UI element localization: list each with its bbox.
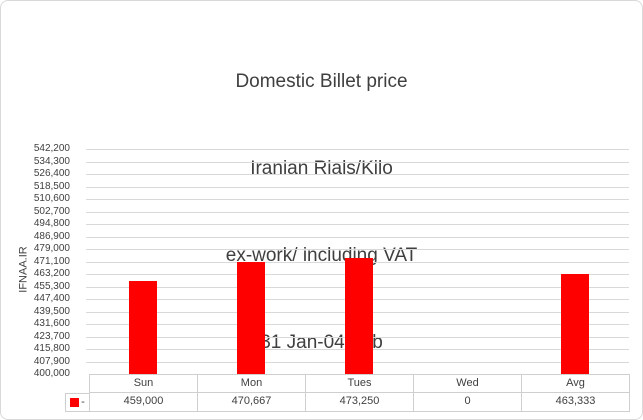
y-tick-label: 431,600 [33,318,70,329]
category-cell-tues: Tues [306,375,414,393]
y-tick-label: 502,700 [33,206,70,217]
legend-key-cell: - [66,393,90,412]
bar-sun[interactable] [129,281,157,374]
y-tick-label: 400,000 [33,368,70,379]
value-cell-wed: 0 [414,393,522,412]
y-tick-label: 455,300 [33,281,70,292]
category-cell-avg: Avg [522,375,630,393]
category-cell-sun: Sun [90,375,198,393]
bar-tues[interactable] [345,258,373,374]
category-cell-mon: Mon [198,375,306,393]
gridline [86,237,629,238]
y-tick-label: 447,400 [33,293,70,304]
gridline [86,212,629,213]
bar-mon[interactable] [237,262,265,374]
series-color-swatch [70,398,80,407]
chart-title-line-1: Domestic Billet price [235,71,408,92]
y-tick-label: 423,700 [33,331,70,342]
y-tick-label: 526,400 [33,168,70,179]
y-tick-label: 479,000 [33,243,70,254]
table-category-row: Sun Mon Tues Wed Avg [89,374,630,393]
gridline [86,174,629,175]
y-tick-label: 415,800 [33,343,70,354]
y-tick-label: 463,200 [33,268,70,279]
y-tick-label: 407,900 [33,356,70,367]
series-name-label: - [81,396,85,408]
gridline [86,187,629,188]
gridline [86,224,629,225]
y-tick-label: 486,900 [33,231,70,242]
value-cell-avg: 463,333 [522,393,630,412]
gridline [86,199,629,200]
y-tick-label: 494,800 [33,218,70,229]
y-tick-label: 510,600 [33,193,70,204]
category-cell-wed: Wed [414,375,522,393]
y-tick-label: 439,500 [33,306,70,317]
chart-title-line-4: 31 Jan-04 Feb [260,332,383,353]
bar-avg[interactable] [561,274,589,374]
chart-title-line-3: ex-work/ including VAT [225,245,418,266]
value-cell-tues: 473,250 [306,393,414,412]
value-cell-sun: 459,000 [90,393,198,412]
gridline [86,162,629,163]
y-tick-label: 471,100 [33,256,70,267]
table-value-row: -459,000 470,667 473,250 0 463,333 [65,393,630,412]
chart-title-line-2: Iranian Rials/Kilo [250,158,393,179]
y-tick-label: 534,300 [33,156,70,167]
y-tick-label: 542,200 [33,143,70,154]
gridline [86,149,629,150]
gridline [86,249,629,250]
y-tick-label: 518,500 [33,181,70,192]
value-cell-mon: 470,667 [198,393,306,412]
